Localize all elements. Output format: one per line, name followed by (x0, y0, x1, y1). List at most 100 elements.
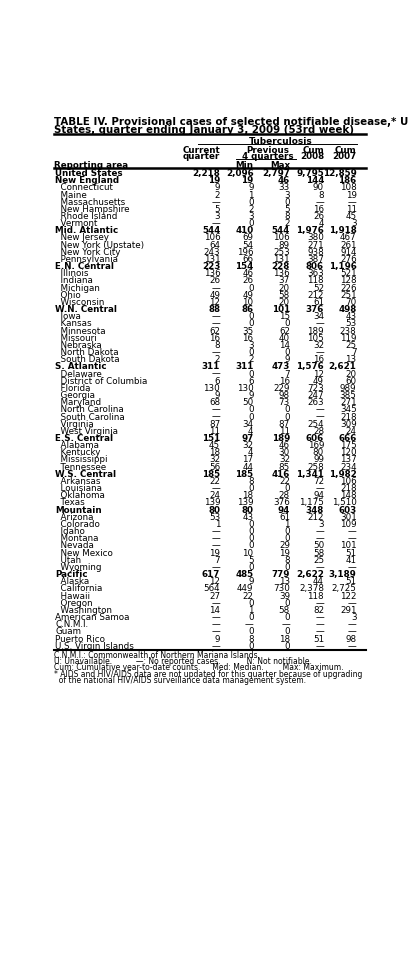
Text: Maine: Maine (55, 190, 87, 200)
Text: 387: 387 (306, 255, 323, 264)
Text: 301: 301 (339, 513, 356, 522)
Text: 311: 311 (235, 362, 253, 371)
Text: 0: 0 (283, 406, 289, 414)
Text: District of Columbia: District of Columbia (55, 377, 147, 385)
Text: 1,918: 1,918 (328, 226, 356, 236)
Text: 276: 276 (339, 255, 356, 264)
Text: 5: 5 (283, 205, 289, 213)
Text: Washington: Washington (55, 606, 112, 615)
Text: 196: 196 (236, 248, 253, 257)
Text: 151: 151 (202, 434, 220, 443)
Text: 8: 8 (283, 212, 289, 221)
Text: 46: 46 (242, 270, 253, 278)
Text: United States: United States (55, 169, 122, 178)
Text: 0: 0 (247, 534, 253, 543)
Text: 9: 9 (247, 578, 253, 586)
Text: 20: 20 (278, 298, 289, 307)
Text: —: — (347, 563, 356, 572)
Text: 4 quarters: 4 quarters (241, 152, 293, 161)
Text: 44: 44 (312, 578, 323, 586)
Text: 58: 58 (278, 606, 289, 615)
Text: C.N.M.I.: Commonwealth of Northern Mariana Islands.: C.N.M.I.: Commonwealth of Northern Maria… (54, 651, 260, 660)
Text: Missouri: Missouri (55, 333, 97, 343)
Text: 9: 9 (247, 184, 253, 192)
Text: 1,976: 1,976 (295, 226, 323, 236)
Text: 18: 18 (209, 448, 220, 457)
Text: Reporting area: Reporting area (54, 160, 128, 170)
Text: —: — (347, 527, 356, 536)
Text: 385: 385 (339, 391, 356, 400)
Text: 86: 86 (241, 305, 253, 314)
Text: —: — (315, 484, 323, 493)
Text: 218: 218 (339, 484, 356, 493)
Text: 154: 154 (235, 262, 253, 271)
Text: 16: 16 (312, 205, 323, 213)
Text: —: — (211, 563, 220, 572)
Text: 26: 26 (312, 212, 323, 221)
Text: 2,096: 2,096 (225, 169, 253, 178)
Text: 19: 19 (345, 190, 356, 200)
Text: 88: 88 (208, 305, 220, 314)
Text: 26: 26 (242, 276, 253, 286)
Text: 7: 7 (214, 555, 220, 565)
Text: 22: 22 (209, 477, 220, 486)
Text: 1,175: 1,175 (299, 498, 323, 507)
Text: 2,218: 2,218 (192, 169, 220, 178)
Text: 139: 139 (203, 498, 220, 507)
Text: —: — (347, 627, 356, 637)
Text: 90: 90 (312, 184, 323, 192)
Text: —: — (315, 198, 323, 207)
Text: 0: 0 (283, 627, 289, 637)
Text: 2: 2 (214, 355, 220, 364)
Text: 0: 0 (283, 641, 289, 651)
Text: 19: 19 (207, 176, 220, 185)
Text: 9,795: 9,795 (296, 169, 323, 178)
Text: 131: 131 (273, 255, 289, 264)
Text: Arkansas: Arkansas (55, 477, 100, 486)
Text: Colorado: Colorado (55, 520, 100, 529)
Text: 544: 544 (202, 226, 220, 236)
Text: 271: 271 (307, 241, 323, 249)
Text: 52: 52 (312, 284, 323, 293)
Text: Kentucky: Kentucky (55, 448, 100, 457)
Text: Illinois: Illinois (55, 270, 88, 278)
Text: 348: 348 (305, 505, 323, 515)
Text: —: — (315, 620, 323, 629)
Text: 0: 0 (283, 348, 289, 357)
Text: 119: 119 (339, 333, 356, 343)
Text: —: — (211, 406, 220, 414)
Text: Wisconsin: Wisconsin (55, 298, 104, 307)
Text: 467: 467 (339, 234, 356, 242)
Text: Oklahoma: Oklahoma (55, 492, 105, 500)
Text: —: — (211, 627, 220, 637)
Text: 28: 28 (278, 492, 289, 500)
Text: 118: 118 (307, 276, 323, 286)
Text: 27: 27 (209, 591, 220, 601)
Text: 603: 603 (337, 505, 356, 515)
Text: North Dakota: North Dakota (55, 348, 119, 357)
Text: 41: 41 (345, 555, 356, 565)
Text: 185: 185 (202, 469, 220, 479)
Text: 16: 16 (278, 377, 289, 385)
Text: Puerto Rico: Puerto Rico (55, 635, 105, 643)
Text: 606: 606 (305, 434, 323, 443)
Text: 311: 311 (201, 362, 220, 371)
Text: —: — (315, 613, 323, 622)
Text: —: — (315, 627, 323, 637)
Text: American Samoa: American Samoa (55, 613, 129, 622)
Text: 2007: 2007 (332, 152, 356, 161)
Text: 9: 9 (214, 184, 220, 192)
Text: 49: 49 (209, 291, 220, 299)
Text: 32: 32 (278, 456, 289, 465)
Text: 80: 80 (208, 505, 220, 515)
Text: —: — (211, 312, 220, 322)
Text: 345: 345 (339, 406, 356, 414)
Text: 449: 449 (236, 584, 253, 593)
Text: 99: 99 (312, 456, 323, 465)
Text: 80: 80 (312, 448, 323, 457)
Text: 779: 779 (271, 570, 289, 579)
Text: 54: 54 (242, 241, 253, 249)
Text: 56: 56 (209, 463, 220, 471)
Text: Cum: Cumulative year-to-date counts.     Med: Median.        Max: Maximum.: Cum: Cumulative year-to-date counts. Med… (54, 664, 343, 672)
Text: 0: 0 (247, 284, 253, 293)
